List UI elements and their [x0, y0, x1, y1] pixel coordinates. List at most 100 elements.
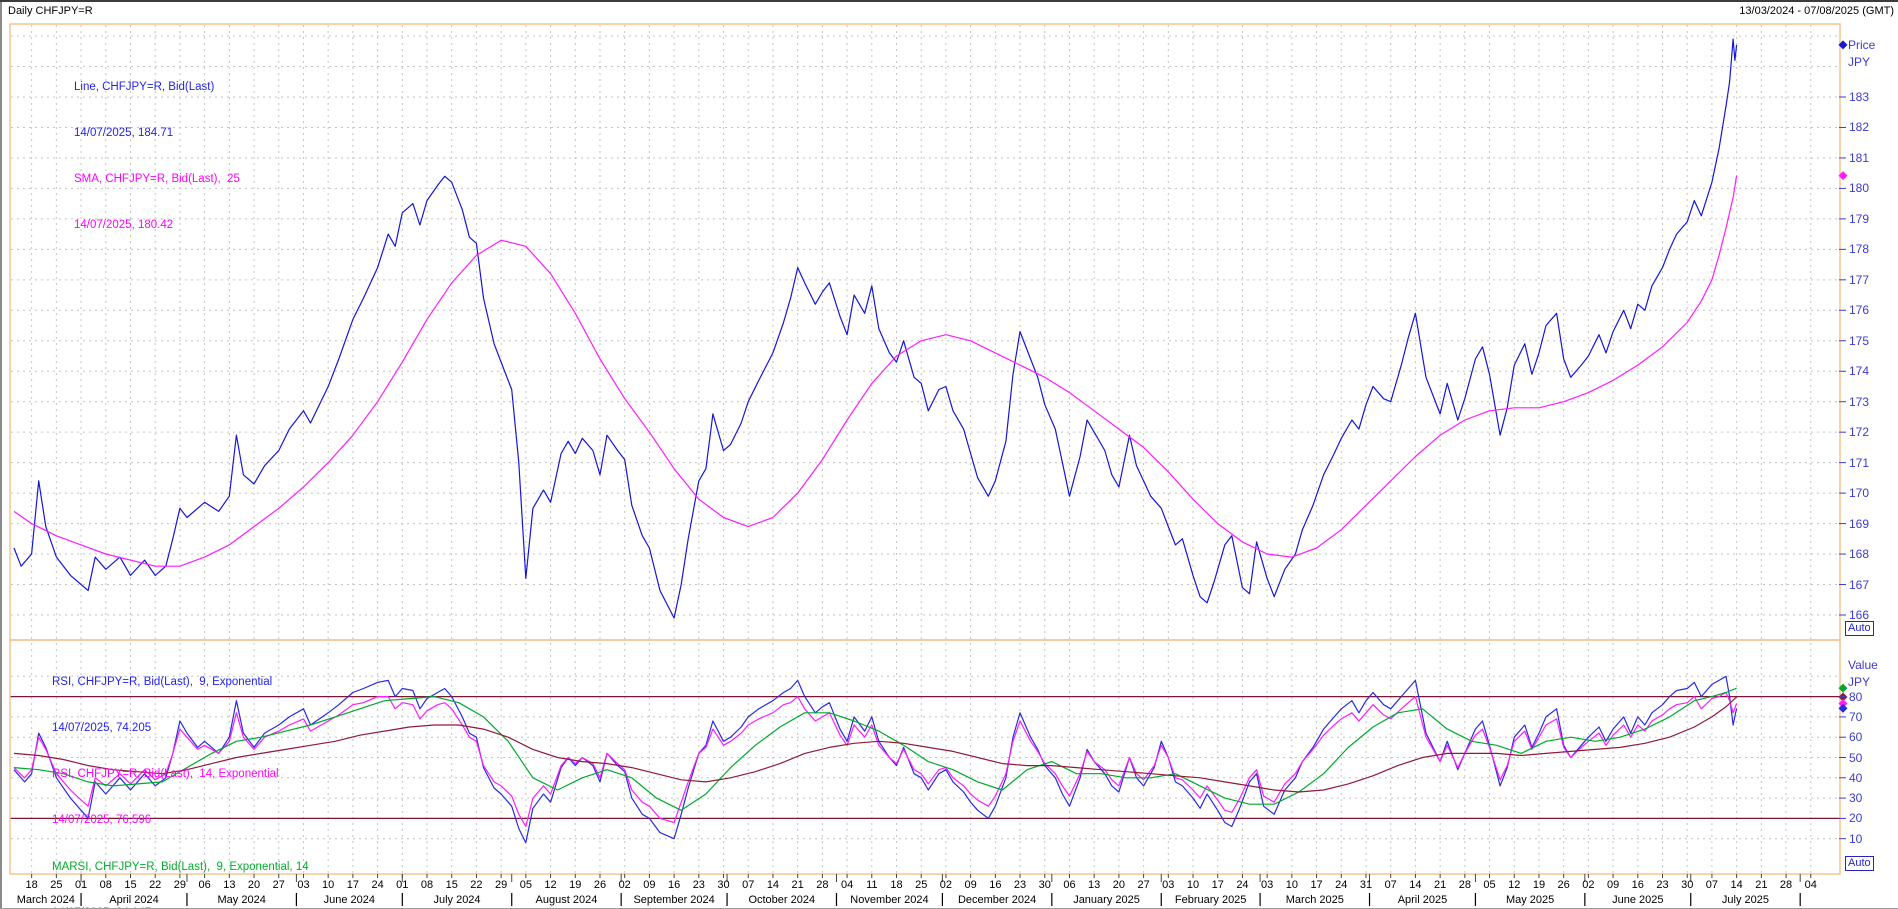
day-tick-label: 10 — [1285, 879, 1298, 891]
month-label: February 2025 — [1174, 894, 1247, 906]
day-tick-label: 14 — [1730, 879, 1743, 891]
day-tick-label: 19 — [1532, 879, 1546, 891]
price-tick-label: 180 — [1849, 181, 1870, 196]
day-tick-label: 24 — [1236, 879, 1249, 891]
day-tick-label: 30 — [1681, 879, 1694, 891]
legend-line-label: Line, CHFJPY=R, Bid(Last) — [74, 80, 215, 93]
line-series — [13, 38, 1738, 619]
day-tick-label: 10 — [1186, 879, 1200, 891]
legend-rsi14-value: 14/07/2025, 76.596 — [52, 814, 152, 827]
price-axis-title-line2: JPY — [1848, 55, 1871, 69]
value-axis-auto-button[interactable]: Auto — [1845, 856, 1874, 871]
day-tick-label: 27 — [1137, 879, 1150, 891]
value-axis-title-line1: Value — [1848, 658, 1878, 672]
line-marker-icon — [1838, 40, 1848, 50]
day-tick-label: 17 — [1310, 879, 1323, 891]
day-tick-label: 21 — [1755, 879, 1768, 891]
value-tick-label: 50 — [1849, 750, 1863, 765]
day-tick-label: 01 — [74, 879, 88, 891]
price-tick-label: 179 — [1849, 211, 1870, 226]
price-tick-label: 175 — [1849, 333, 1870, 348]
price-axis-title: Price JPY — [1848, 37, 1875, 71]
month-label: July 2025 — [1721, 894, 1769, 906]
gridlines — [11, 25, 1839, 873]
day-tick-label: 16 — [667, 879, 681, 891]
price-tick-label: 182 — [1849, 120, 1870, 135]
day-tick-label: 18 — [890, 879, 903, 891]
marsi9-series — [13, 687, 1737, 811]
day-tick-label: 30 — [1038, 879, 1051, 891]
day-tick-label: 03 — [1261, 879, 1274, 891]
rsi14-series — [13, 691, 1738, 828]
value-tick-label: 60 — [1849, 730, 1863, 745]
month-label: April 2025 — [1397, 894, 1448, 906]
month-label: April 2024 — [109, 894, 159, 906]
day-tick-label: 21 — [1433, 879, 1447, 891]
legend-rsi9-value: 14/07/2025, 74.205 — [52, 722, 152, 735]
day-tick-label: 14 — [1409, 879, 1422, 891]
day-tick-label: 14 — [766, 879, 780, 891]
month-label: December 2024 — [957, 894, 1037, 906]
price-tick-label: 170 — [1849, 486, 1870, 501]
legend-rsi14-label: RSI, CHFJPY=R, Bid(Last), 14, Exponentia… — [52, 768, 279, 781]
month-label: September 2024 — [633, 894, 715, 906]
day-tick-label: 20 — [247, 879, 261, 891]
price-tick-label: 181 — [1849, 150, 1870, 165]
value-axis-title: Value JPY — [1848, 657, 1878, 691]
value-tick-label: 30 — [1849, 791, 1863, 806]
price-tick-label: 168 — [1849, 547, 1870, 562]
day-tick-label: 22 — [149, 879, 162, 891]
month-label: March 2024 — [16, 894, 75, 906]
value-tick-label: 80 — [1849, 689, 1863, 704]
legend-rsi9-label: RSI, CHFJPY=R, Bid(Last), 9, Exponential — [52, 675, 273, 688]
day-tick-label: 24 — [1335, 879, 1348, 891]
price-tick-label: 171 — [1849, 455, 1870, 470]
month-label: June 2024 — [323, 894, 376, 906]
day-tick-label: 25 — [50, 879, 63, 891]
price-axis-auto-button[interactable]: Auto — [1845, 621, 1874, 636]
value-tick-label: 10 — [1849, 831, 1863, 846]
day-tick-label: 23 — [692, 879, 705, 891]
month-label: May 2024 — [217, 894, 266, 906]
day-tick-label: 23 — [1656, 879, 1669, 891]
day-tick-label: 15 — [445, 879, 458, 891]
day-tick-label: 09 — [964, 879, 977, 891]
day-tick-label: 13 — [1088, 879, 1101, 891]
day-tick-label: 28 — [1458, 879, 1471, 891]
month-label: November 2024 — [850, 894, 929, 906]
day-tick-label: 02 — [1582, 879, 1595, 891]
day-tick-label: 28 — [1779, 879, 1793, 891]
day-tick-label: 16 — [989, 879, 1002, 891]
day-tick-label: 06 — [198, 879, 211, 891]
legend-sma-value: 14/07/2025, 180.42 — [74, 219, 174, 232]
day-tick-label: 20 — [1112, 879, 1125, 891]
day-tick-label: 07 — [1705, 879, 1719, 891]
day-tick-label: 29 — [173, 879, 187, 891]
month-label: August 2024 — [535, 894, 598, 906]
rsi14-marker-icon — [1838, 699, 1848, 709]
price-tick-label: 172 — [1849, 425, 1870, 440]
day-tick-label: 08 — [99, 879, 112, 891]
day-tick-label: 18 — [25, 879, 38, 891]
day-tick-label: 27 — [272, 879, 285, 891]
price-tick-label: 177 — [1849, 272, 1870, 287]
sma-marker-icon — [1838, 171, 1848, 181]
price-tick-label: 173 — [1849, 394, 1870, 409]
day-tick-label: 08 — [420, 879, 434, 891]
day-tick-label: 25 — [915, 879, 928, 891]
month-label: January 2025 — [1073, 894, 1140, 906]
day-tick-label: 07 — [1384, 879, 1397, 891]
day-tick-label: 28 — [816, 879, 829, 891]
value-tick-label: 40 — [1849, 770, 1863, 785]
day-tick-label: 23 — [1013, 879, 1027, 891]
chart-title: Daily CHFJPY=R — [8, 5, 93, 17]
day-tick-label: 10 — [322, 879, 335, 891]
month-label: June 2025 — [1612, 894, 1664, 906]
day-tick-label: 04 — [1804, 879, 1817, 891]
legend-line-value: 14/07/2025, 184.71 — [74, 127, 174, 140]
value-axis-title-line2: JPY — [1848, 675, 1871, 689]
day-tick-label: 29 — [495, 879, 508, 891]
day-tick-label: 02 — [939, 879, 953, 891]
value-tick-label: 70 — [1849, 709, 1863, 724]
